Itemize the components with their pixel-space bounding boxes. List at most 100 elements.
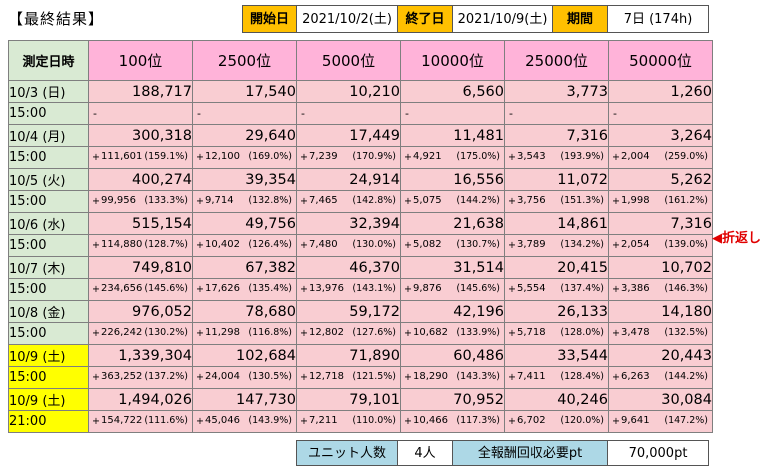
growth-percent: (135.4%) [248, 283, 292, 294]
cell-score: 400,274 [88, 168, 193, 191]
cell-change: +13,976 (143.1%) [296, 278, 401, 301]
growth-percent: (147.2%) [664, 415, 708, 426]
cell-change: +7,211 (110.0%) [296, 410, 401, 433]
column-header: 100位 [88, 40, 193, 81]
daily-increase: 4,921 [413, 151, 442, 162]
reward-pt-label: 全報酬回収必要pt [452, 440, 608, 466]
cell-score: 188,717 [88, 80, 193, 103]
table-header-row: 測定日時 100位 2500位 5000位 10000位 25000位 5000… [8, 40, 713, 81]
cell-change: - [504, 102, 609, 125]
cell-score: 300,318 [88, 124, 193, 147]
daily-increase: 1,998 [621, 195, 650, 206]
plus-sign: + [300, 240, 308, 251]
growth-percent: (151.3%) [560, 195, 604, 206]
daily-increase: 5,075 [413, 195, 442, 206]
cell-change: +5,075 (144.2%) [400, 190, 505, 213]
cell-change: +2,054 (139.0%) [608, 234, 713, 257]
plus-sign: + [92, 372, 100, 383]
plus-sign: + [196, 284, 204, 295]
row-time: 21:00 [8, 410, 89, 433]
cell-change: +226,242 (130.2%) [88, 322, 193, 345]
plus-sign: + [404, 416, 412, 427]
growth-percent: (132.8%) [248, 195, 292, 206]
cell-change: +3,756 (151.3%) [504, 190, 609, 213]
cell-score: 5,262 [608, 168, 713, 191]
daily-increase: 3,386 [621, 283, 650, 294]
growth-percent: (127.6%) [352, 327, 396, 338]
growth-percent: (111.6%) [144, 415, 188, 426]
no-data-dash: - [509, 107, 513, 120]
growth-percent: (144.2%) [456, 195, 500, 206]
cell-score: 29,640 [192, 124, 297, 147]
cell-score: 71,890 [296, 344, 401, 367]
daily-increase: 3,756 [517, 195, 546, 206]
growth-percent: (193.9%) [560, 151, 604, 162]
growth-percent: (128.0%) [560, 327, 604, 338]
growth-percent: (126.4%) [248, 239, 292, 250]
cell-score: 7,316 [504, 124, 609, 147]
table-row: 10/5 (火) 400,274 39,354 24,914 16,556 11,072 5… [8, 168, 713, 191]
cell-change: +363,252 (137.2%) [88, 366, 193, 389]
cell-change: +12,100 (169.0%) [192, 146, 297, 169]
row-date: 10/6 (水) [8, 212, 89, 235]
daily-increase: 10,402 [205, 239, 240, 250]
no-data-dash: - [93, 107, 97, 120]
plus-sign: + [300, 284, 308, 295]
cell-score: 1,339,304 [88, 344, 193, 367]
table-row: 10/7 (木) 749,810 67,382 46,370 31,514 20,415 1… [8, 256, 713, 279]
cell-change: +99,956 (133.3%) [88, 190, 193, 213]
cell-change: +6,702 (120.0%) [504, 410, 609, 433]
cell-score: 20,415 [504, 256, 609, 279]
cell-score: 42,196 [400, 300, 505, 323]
cell-change: +4,921 (175.0%) [400, 146, 505, 169]
plus-sign: + [196, 416, 204, 427]
table-row-sub: 15:00 +226,242 (130.2%) +11,298 (116.8%) +12,… [8, 322, 713, 345]
daily-increase: 5,718 [517, 327, 546, 338]
start-date-value: 2021/10/2(土) [296, 5, 398, 33]
row-time: 15:00 [8, 278, 89, 301]
daily-increase: 7,239 [309, 151, 338, 162]
cell-change: +9,714 (132.8%) [192, 190, 297, 213]
daily-increase: 3,789 [517, 239, 546, 250]
cell-score: 11,481 [400, 124, 505, 147]
growth-percent: (130.5%) [248, 371, 292, 382]
daily-increase: 99,956 [101, 195, 136, 206]
plus-sign: + [300, 152, 308, 163]
daily-increase: 6,702 [517, 415, 546, 426]
plus-sign: + [612, 152, 620, 163]
row-time: 15:00 [8, 190, 89, 213]
daily-increase: 2,004 [621, 151, 650, 162]
table-row: 10/6 (水) 515,154 49,756 32,394 21,638 14,861 7… [8, 212, 713, 235]
daily-increase: 2,054 [621, 239, 650, 250]
cell-score: 1,260 [608, 80, 713, 103]
cell-score: 31,514 [400, 256, 505, 279]
row-time: 15:00 [8, 146, 89, 169]
period-label: 期間 [552, 5, 608, 33]
cell-score: 39,354 [192, 168, 297, 191]
cell-score: 3,264 [608, 124, 713, 147]
cell-score: 21,638 [400, 212, 505, 235]
daily-increase: 5,082 [413, 239, 442, 250]
daily-increase: 11,298 [205, 327, 240, 338]
unit-count-value: 4人 [397, 440, 453, 466]
daily-increase: 7,411 [517, 371, 546, 382]
daily-increase: 3,543 [517, 151, 546, 162]
daily-increase: 12,718 [309, 371, 344, 382]
plus-sign: + [92, 196, 100, 207]
daily-increase: 7,480 [309, 239, 338, 250]
cell-score: 30,084 [608, 388, 713, 411]
daily-increase: 6,263 [621, 371, 650, 382]
cell-change: +2,004 (259.0%) [608, 146, 713, 169]
growth-percent: (137.2%) [144, 371, 188, 382]
daily-increase: 7,211 [309, 415, 338, 426]
growth-percent: (134.2%) [560, 239, 604, 250]
plus-sign: + [196, 240, 204, 251]
plus-sign: + [612, 416, 620, 427]
cell-change: +9,641 (147.2%) [608, 410, 713, 433]
growth-percent: (110.0%) [352, 415, 396, 426]
reward-pt-value: 70,000pt [607, 440, 709, 466]
cell-change: +10,402 (126.4%) [192, 234, 297, 257]
cell-score: 20,443 [608, 344, 713, 367]
growth-percent: (128.4%) [560, 371, 604, 382]
cell-change: +5,554 (137.4%) [504, 278, 609, 301]
